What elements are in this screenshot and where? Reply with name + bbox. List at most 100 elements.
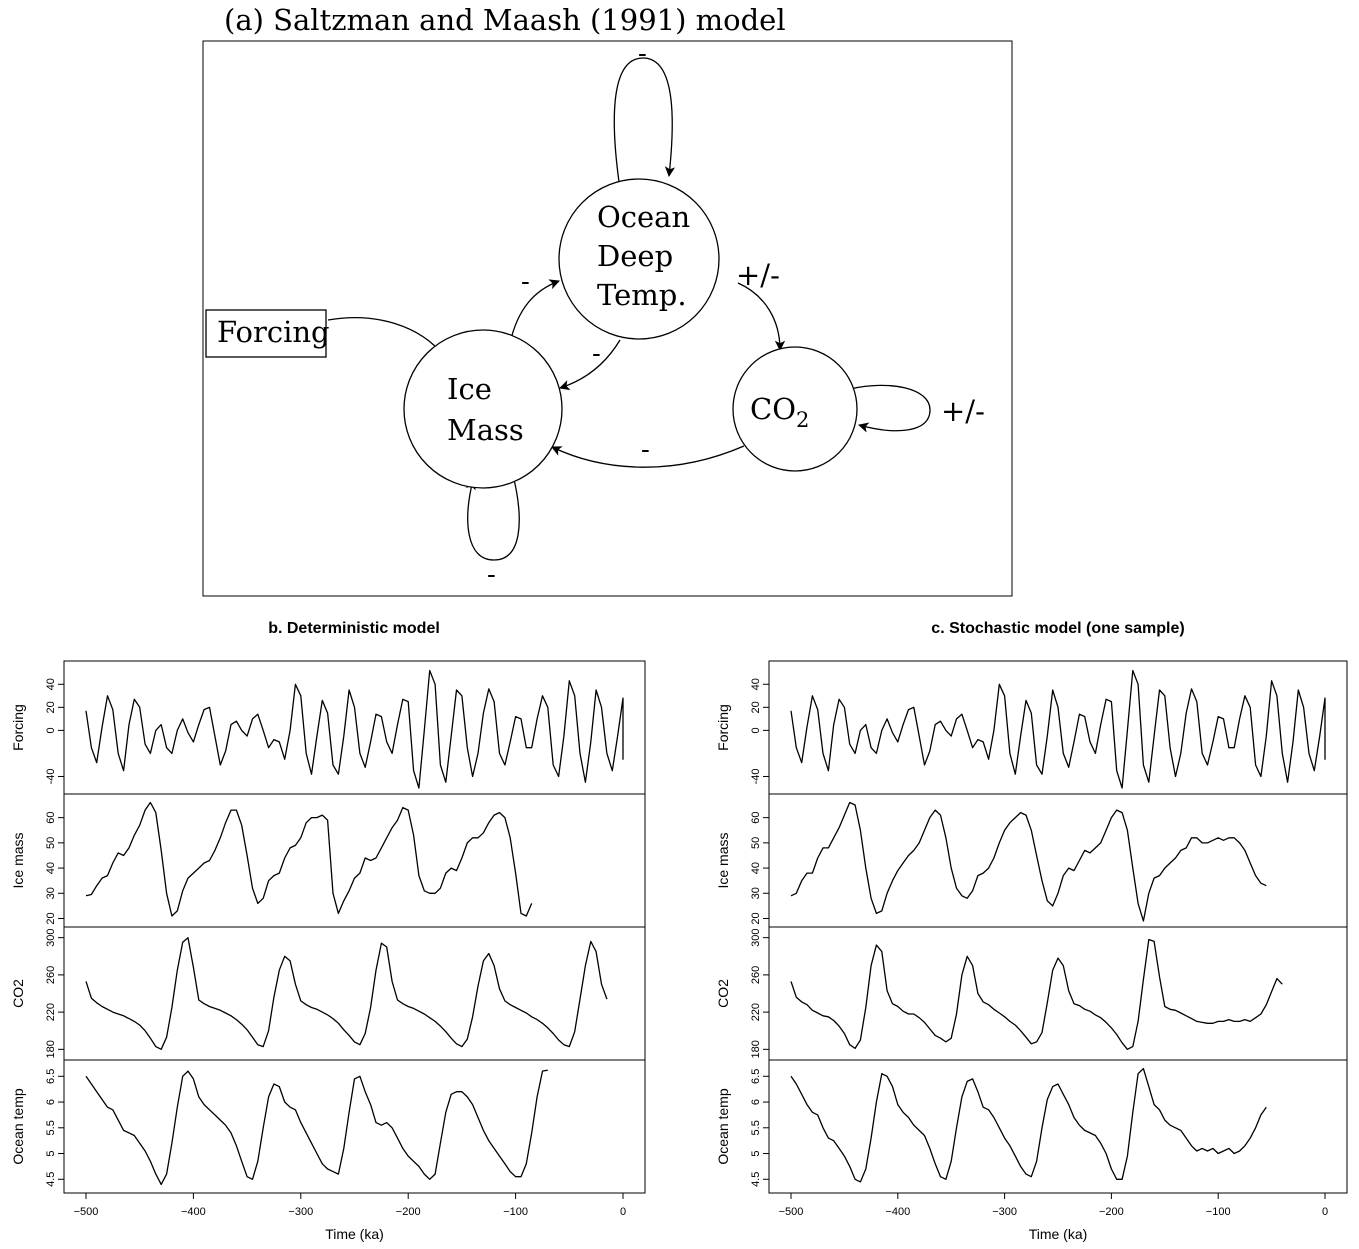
node-ocean-line-3: Temp. <box>597 278 687 312</box>
node-ice-line-2: Mass <box>447 413 524 447</box>
series-line-co2 <box>85 937 608 1050</box>
x-axis-label: Time (ka) <box>1029 1226 1088 1242</box>
y-tick-label: 5.5 <box>45 1120 57 1135</box>
y-tick-label: 20 <box>45 912 57 924</box>
diagram-frame <box>202 40 1013 597</box>
node-ocean: Ocean Deep Temp. <box>558 178 720 340</box>
edge-co2-to-ice <box>551 445 745 468</box>
y-tick-label: 300 <box>750 928 762 946</box>
panel-ice-mass: 20 30 40 50 60 Ice mass <box>10 793 646 928</box>
y-tick-label: -40 <box>750 769 762 785</box>
panel-co2: 180 220 260 300 CO2 <box>715 926 1348 1061</box>
y-tick-label: -40 <box>45 769 57 785</box>
edge-ocean-to-ice <box>559 339 621 391</box>
y-tick-label: 4.5 <box>750 1172 762 1187</box>
edge-ocean-to-co2 <box>737 282 786 352</box>
label-ocean-to-co2: +/- <box>736 258 780 292</box>
y-tick-label: 40 <box>45 678 57 690</box>
y-axis-label: Ice mass <box>715 832 731 888</box>
y-tick-label: 30 <box>750 887 762 899</box>
node-co2-label: CO2 <box>750 392 809 432</box>
y-axis-label: Forcing <box>715 704 731 751</box>
y-axis-label: CO2 <box>715 979 731 1008</box>
y-tick-label: 180 <box>750 1040 762 1058</box>
label-ocean-to-ice: - <box>592 339 601 369</box>
y-tick-label: 40 <box>750 862 762 874</box>
panel-frame <box>63 1059 646 1194</box>
y-tick-label: 300 <box>45 928 57 946</box>
y-tick-label: 5 <box>750 1150 762 1156</box>
x-tick-label: −100 <box>503 1206 528 1218</box>
edge-ice-self <box>465 474 520 561</box>
y-tick-label: 20 <box>750 701 762 713</box>
series-line-forcing <box>790 669 1326 789</box>
series-line-ocean-temp <box>790 1067 1267 1183</box>
chart-deterministic: b. Deterministic model -40 0 20 40 Forcing 20 3… <box>10 620 646 1242</box>
y-tick-label: 60 <box>750 812 762 824</box>
diagram-panel: (a) Saltzman and Maash (1991) model Ocea… <box>202 3 1013 597</box>
y-tick-label: 40 <box>750 678 762 690</box>
y-tick-label: 20 <box>45 701 57 713</box>
chart-stochastic: c. Stochastic model (one sample) -40 0 20 40… <box>715 620 1348 1242</box>
x-tick-label: −400 <box>181 1206 206 1218</box>
panel-co2: 180 220 260 300 CO2 <box>10 926 646 1061</box>
edge-co2-self <box>849 384 931 433</box>
x-tick-label: −300 <box>992 1206 1017 1218</box>
node-ice: Ice Mass <box>403 329 563 489</box>
y-tick-label: 50 <box>45 837 57 849</box>
series-line-co2 <box>790 938 1283 1050</box>
y-tick-label: 180 <box>45 1040 57 1058</box>
x-tick-label: −200 <box>396 1206 421 1218</box>
panel-ocean-temp: 4.5 5 5.5 6 6.5 Ocean temp <box>10 1059 646 1194</box>
label-ice-self: - <box>487 560 496 590</box>
edge-forcing-to-ice <box>327 317 446 358</box>
x-axis-label: Time (ka) <box>325 1226 384 1242</box>
label-co2-self: +/- <box>941 394 985 428</box>
x-tick-label: 0 <box>1322 1206 1328 1218</box>
panel-forcing: -40 0 20 40 Forcing <box>715 660 1348 795</box>
edge-ocean-self <box>613 57 676 183</box>
y-tick-label: 0 <box>750 727 762 733</box>
label-ice-to-ocean: - <box>521 267 530 297</box>
x-tick-label: −200 <box>1099 1206 1124 1218</box>
y-tick-label: 6.5 <box>45 1069 57 1084</box>
series-line-ice-mass <box>790 801 1267 922</box>
y-tick-label: 5.5 <box>750 1120 762 1135</box>
y-tick-label: 5 <box>45 1150 57 1156</box>
y-axis-label: Ocean temp <box>715 1088 731 1164</box>
y-tick-label: 220 <box>750 1003 762 1021</box>
x-tick-label: −100 <box>1206 1206 1231 1218</box>
label-ocean-self: - <box>638 39 647 69</box>
y-tick-label: 0 <box>45 727 57 733</box>
panel-ice-mass: 20 30 40 50 60 Ice mass <box>715 793 1348 928</box>
y-tick-label: 220 <box>45 1003 57 1021</box>
panel-frame <box>63 793 646 928</box>
y-tick-label: 40 <box>45 862 57 874</box>
y-tick-label: 20 <box>750 912 762 924</box>
y-axis-label: Forcing <box>10 704 26 751</box>
y-axis-label: Ice mass <box>10 832 26 888</box>
y-tick-label: 50 <box>750 837 762 849</box>
node-ice-line-1: Ice <box>447 372 492 406</box>
y-tick-label: 6.5 <box>750 1069 762 1084</box>
node-ocean-line-1: Ocean <box>597 200 690 234</box>
x-tick-label: 0 <box>620 1206 626 1218</box>
series-line-ocean-temp <box>85 1069 548 1186</box>
y-axis-label: CO2 <box>10 979 26 1008</box>
y-tick-label: 6 <box>750 1099 762 1105</box>
node-ocean-line-2: Deep <box>597 239 673 273</box>
node-forcing: Forcing <box>205 309 330 358</box>
chart-title: b. Deterministic model <box>268 620 440 637</box>
label-co2-to-ice: - <box>641 435 650 465</box>
panel-ocean-temp: 4.5 5 5.5 6 6.5 Ocean temp <box>715 1059 1348 1194</box>
y-tick-label: 260 <box>750 966 762 984</box>
y-tick-label: 60 <box>45 812 57 824</box>
diagram-title: (a) Saltzman and Maash (1991) model <box>224 3 786 37</box>
y-tick-label: 6 <box>45 1099 57 1105</box>
panel-frame <box>768 1059 1348 1194</box>
node-forcing-label: Forcing <box>217 315 330 349</box>
panel-frame <box>768 793 1348 928</box>
panel-frame <box>768 926 1348 1061</box>
y-axis-label: Ocean temp <box>10 1088 26 1164</box>
